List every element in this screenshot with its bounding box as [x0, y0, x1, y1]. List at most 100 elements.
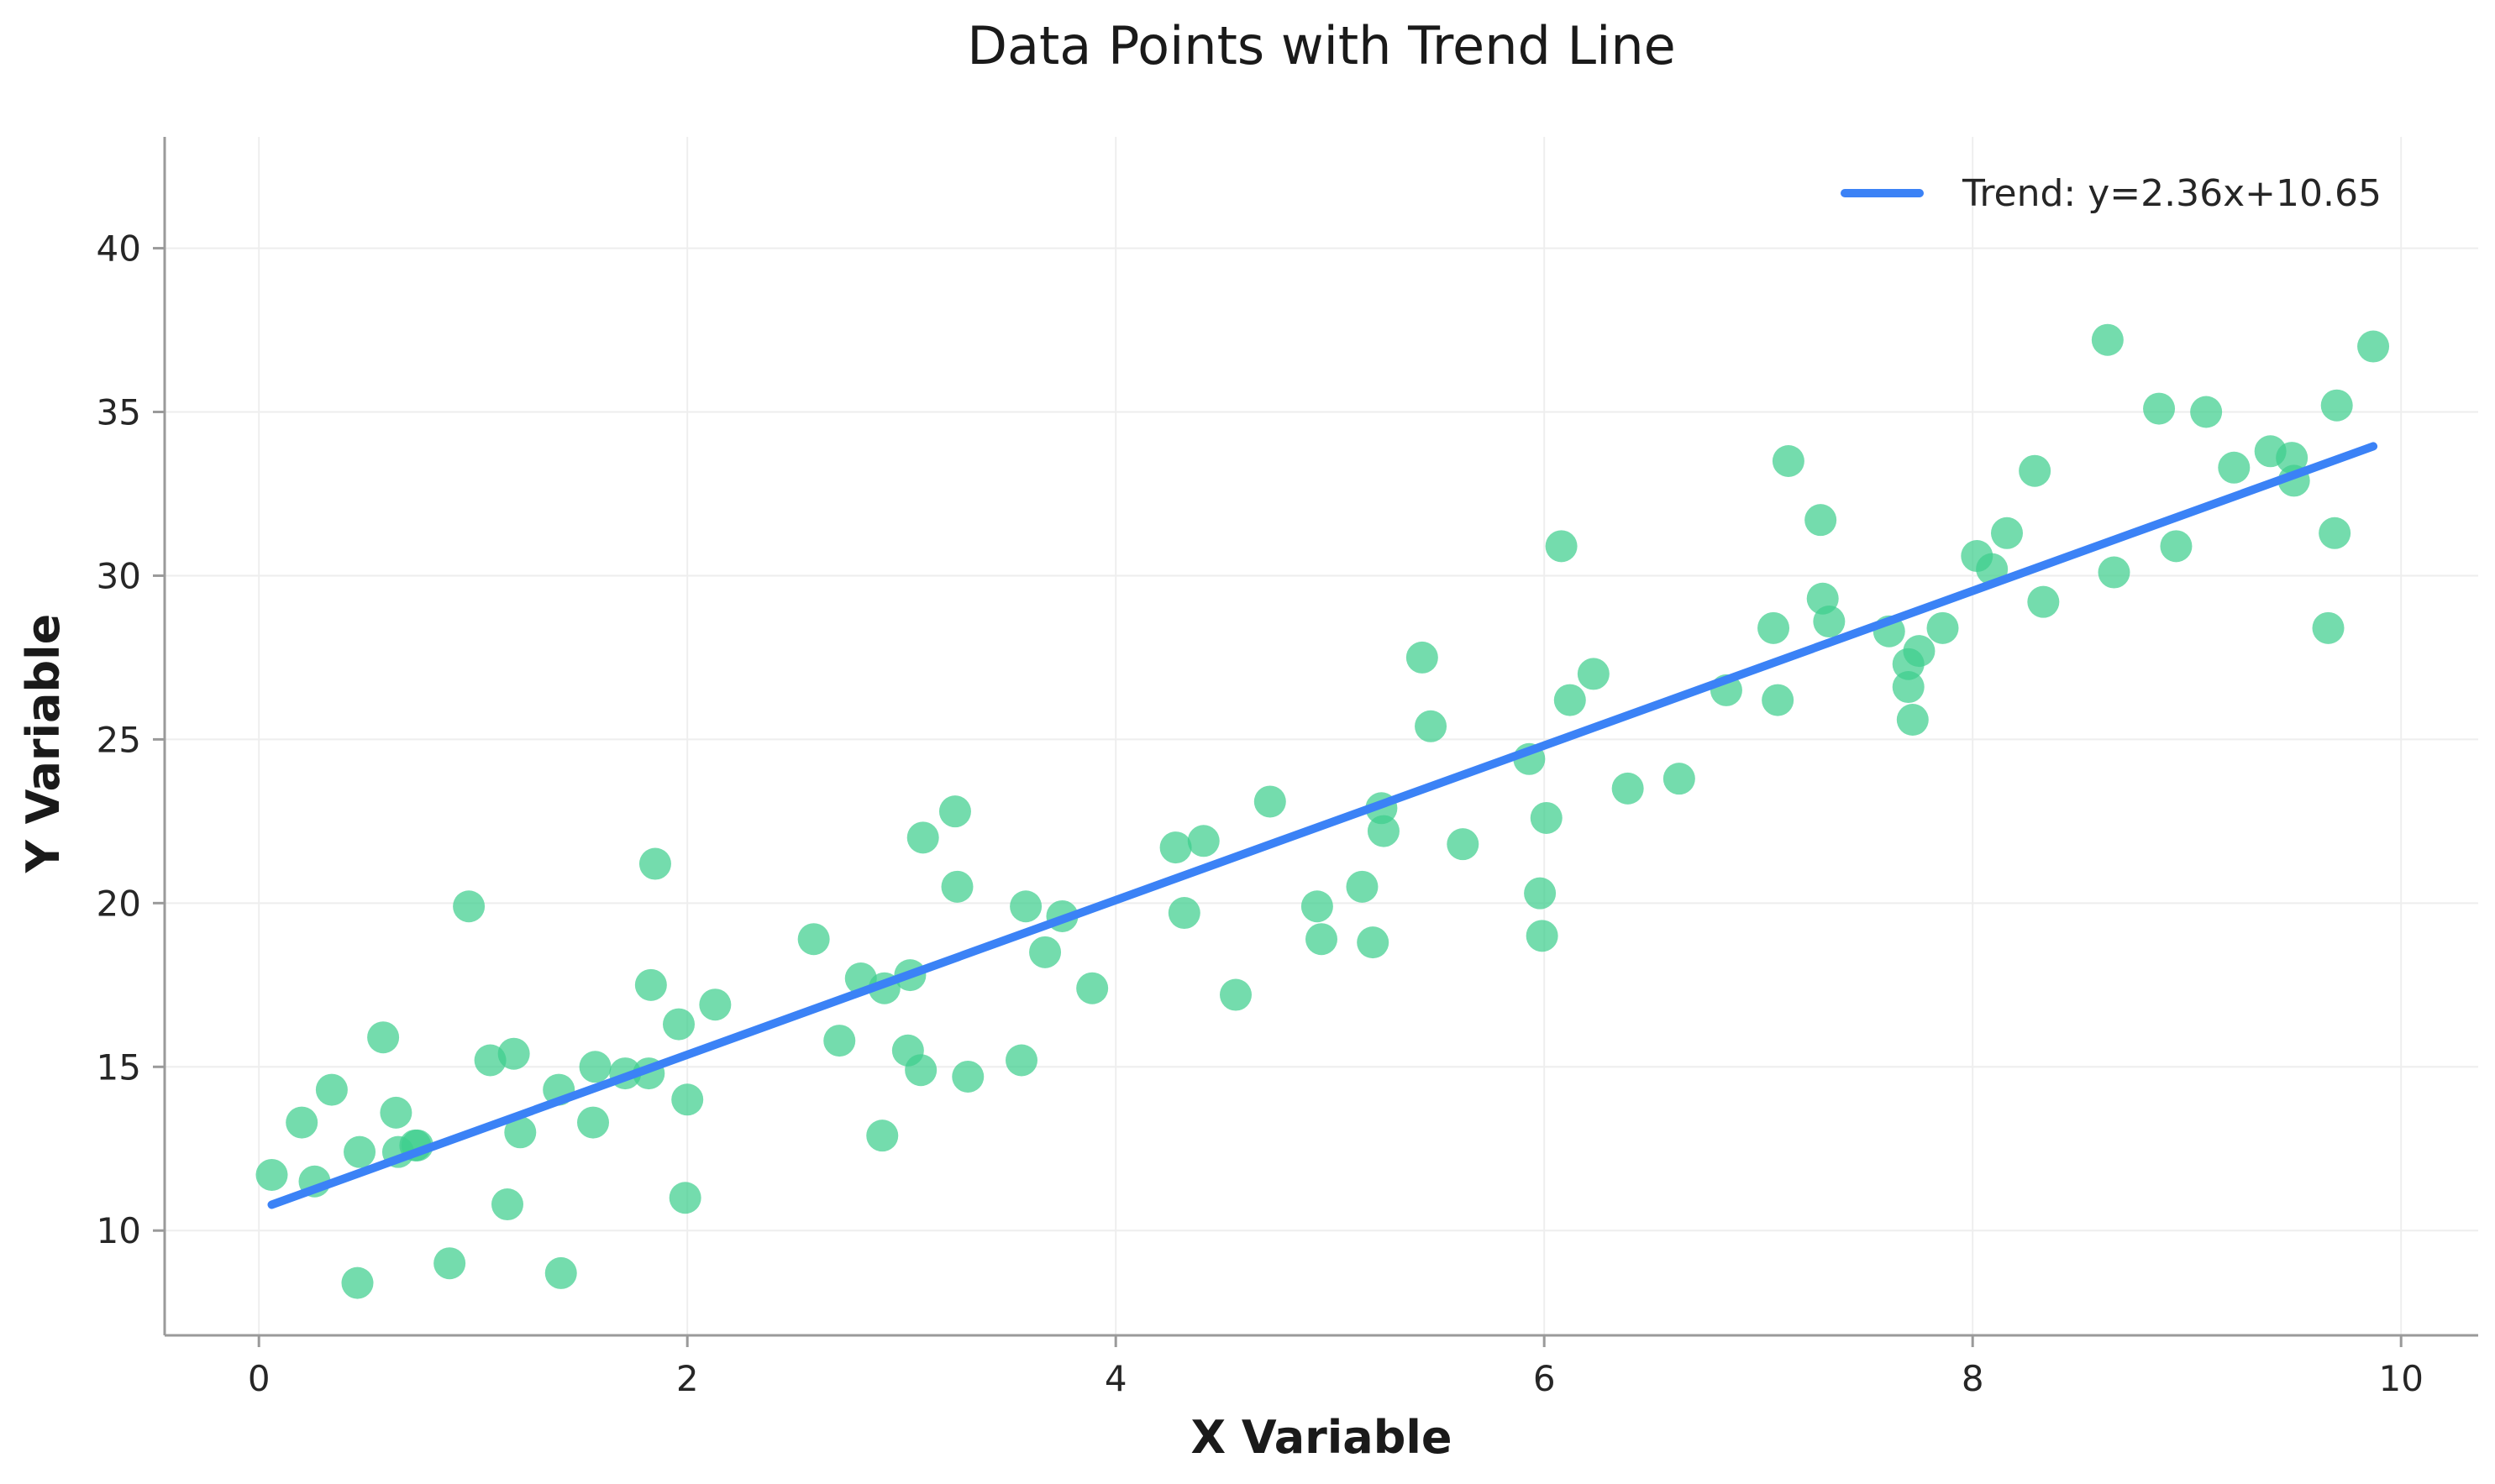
scatter-point: [2357, 330, 2390, 363]
x-tick-label: 6: [1533, 1358, 1556, 1399]
scatter-point: [2218, 451, 2251, 484]
scatter-point: [504, 1116, 537, 1149]
scatter-point: [579, 1051, 612, 1083]
scatter-point: [2143, 392, 2176, 425]
scatter-point: [797, 923, 830, 956]
scatter-point: [1757, 611, 1790, 644]
x-tick-label: 2: [676, 1358, 699, 1399]
scatter-point: [1577, 658, 1610, 690]
x-tick-label: 4: [1105, 1358, 1127, 1399]
scatter-point: [344, 1135, 376, 1168]
scatter-point: [491, 1188, 523, 1221]
scatter-point: [634, 968, 667, 1001]
scatter-point: [1804, 504, 1837, 537]
scatter-point: [2190, 396, 2223, 428]
scatter-point: [1526, 920, 1558, 952]
y-tick-label: 35: [97, 392, 141, 433]
legend-label-trend: Trend: y=2.36x+10.65: [1962, 172, 2382, 215]
scatter-point: [669, 1182, 701, 1214]
scatter-point: [1220, 978, 1252, 1011]
scatter-point: [2027, 585, 2060, 618]
scatter-point: [906, 821, 939, 854]
scatter-point: [2098, 556, 2130, 589]
scatter-point: [1159, 831, 1192, 864]
x-axis-label: X Variable: [1190, 1411, 1452, 1464]
scatter-point: [823, 1025, 856, 1057]
y-axis-label: Y Variable: [17, 614, 70, 874]
trend-line: [267, 442, 2378, 1209]
scatter-point: [1553, 684, 1586, 716]
scatter-point: [2160, 530, 2193, 563]
scatter-point: [1168, 897, 1200, 930]
scatter-point: [2319, 517, 2351, 549]
scatter-point: [433, 1247, 466, 1280]
scatter-point: [255, 1158, 288, 1191]
scatter-point: [1405, 641, 1438, 674]
scatter-point: [1762, 684, 1794, 716]
scatter-point: [497, 1037, 530, 1070]
scatter-points: [255, 323, 2390, 1299]
scatter-point: [941, 870, 974, 903]
scatter-point: [1611, 772, 1644, 805]
scatter-point: [1357, 926, 1389, 959]
scatter-point: [1006, 1044, 1037, 1077]
scatter-point: [1813, 606, 1846, 638]
y-tick-label: 10: [97, 1210, 141, 1251]
scatter-point: [315, 1073, 348, 1106]
scatter-point: [1346, 870, 1379, 903]
scatter-point: [1010, 890, 1043, 923]
scatter-point: [2320, 389, 2353, 422]
scatter-point: [1896, 704, 1929, 737]
scatter-point: [1530, 801, 1563, 834]
x-tick-label: 8: [1962, 1358, 1984, 1399]
y-tick-label: 25: [97, 719, 141, 760]
scatter-point: [1903, 635, 1936, 668]
y-tick-label: 30: [97, 555, 141, 596]
scatter-point: [938, 795, 971, 828]
scatter-point: [1076, 972, 1109, 1004]
scatter-point: [2019, 454, 2051, 487]
scatter-point: [699, 988, 732, 1021]
scatter-point: [380, 1096, 412, 1129]
scatter-point: [638, 847, 671, 880]
scatter-point: [367, 1021, 400, 1054]
scatter-point: [1892, 671, 1925, 704]
y-tick-label: 15: [97, 1046, 141, 1088]
scatter-point: [1772, 444, 1804, 477]
y-tick-label: 20: [97, 883, 141, 924]
scatter-point: [905, 1054, 938, 1087]
scatter-point: [1926, 611, 1959, 644]
scatter-point: [1305, 923, 1337, 956]
scatter-point: [577, 1106, 609, 1139]
legend: Trend: y=2.36x+10.65: [1841, 172, 2382, 215]
scatter-point: [286, 1106, 318, 1139]
scatter-point: [1662, 763, 1695, 795]
scatter-point: [1367, 815, 1400, 847]
chart-title: Data Points with Trend Line: [967, 15, 1676, 76]
scatter-point: [2312, 611, 2345, 644]
scatter-point: [663, 1008, 695, 1041]
y-tick-label: 40: [97, 228, 141, 270]
scatter-point: [1300, 890, 1333, 923]
x-tick-label: 0: [248, 1358, 271, 1399]
scatter-point: [1253, 785, 1286, 818]
scatter-point: [952, 1060, 985, 1093]
scatter-point: [866, 1120, 899, 1152]
scatter-point: [1187, 825, 1220, 857]
scatter-point: [341, 1266, 374, 1299]
scatter-point: [1524, 877, 1557, 910]
scatter-point: [1029, 936, 1062, 968]
scatter-point: [1447, 828, 1479, 861]
scatter-point: [2276, 442, 2309, 475]
scatter-point: [544, 1256, 577, 1289]
trend-line-layer: [267, 442, 2378, 1209]
scatter-point: [1545, 530, 1578, 563]
scatter-point: [453, 890, 486, 923]
scatter-point: [1415, 710, 1447, 742]
scatter-point: [1991, 517, 2023, 549]
scatter-point: [2091, 323, 2124, 356]
scatter-point: [671, 1083, 704, 1116]
axes: 0 2 4 6 8 10 10 15 20 25 30 35 40: [97, 137, 2478, 1399]
